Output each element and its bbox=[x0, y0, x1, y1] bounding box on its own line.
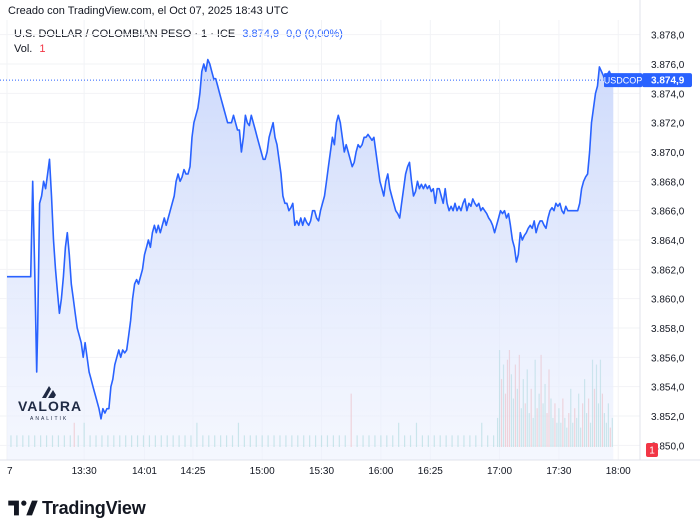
volume-tag: 1 bbox=[646, 443, 658, 457]
price-tick-label: 3.852,0 bbox=[651, 412, 685, 423]
price-change: 0,0 (0,00%) bbox=[286, 28, 343, 40]
symbol-tag: USDCOP bbox=[604, 73, 643, 88]
price-tick-label: 3.850,0 bbox=[651, 441, 685, 452]
price-line bbox=[7, 58, 615, 420]
price-tick-label: 3.872,0 bbox=[651, 119, 685, 130]
tradingview-logo-icon bbox=[8, 500, 38, 516]
time-tick-label: 14:01 bbox=[132, 466, 157, 477]
time-tick-label: 17:30 bbox=[546, 466, 571, 477]
created-caption: Creado con TradingView.com, el Oct 07, 2… bbox=[8, 5, 289, 17]
valora-sub: ANALITIK bbox=[30, 416, 69, 422]
price-tick-label: 3.870,0 bbox=[651, 148, 685, 159]
price-tick-label: 3.878,0 bbox=[651, 31, 685, 42]
valora-watermark: VALORA ANALITIK bbox=[14, 386, 81, 432]
symbol-header: U.S. DOLLAR / COLOMBIAN PESO · 1 · ICE 3… bbox=[14, 28, 343, 40]
price-tick-label: 3.866,0 bbox=[651, 207, 685, 218]
volume-label: Vol. bbox=[14, 43, 33, 55]
tradingview-logo[interactable]: TradingView bbox=[8, 497, 146, 519]
price-tick-label: 3.854,0 bbox=[651, 383, 685, 394]
price-tick-label: 3.876,0 bbox=[651, 60, 685, 71]
time-tick-label: 15:30 bbox=[309, 466, 334, 477]
time-tick-label: 13:30 bbox=[72, 466, 97, 477]
valora-mark-icon bbox=[42, 386, 56, 398]
price-tick-label: 3.858,0 bbox=[651, 324, 685, 335]
price-axis[interactable]: 3.850,0 3.852,0 3.854,0 3.856,0 3.858,0 3.860… bbox=[651, 31, 685, 453]
price-tick-label: 3.862,0 bbox=[651, 265, 685, 276]
price-tick-label: 3.874,0 bbox=[651, 89, 685, 100]
volume-header: Vol. 1 bbox=[14, 43, 46, 55]
valora-name: VALORA bbox=[18, 398, 83, 414]
time-tick-label: 17:00 bbox=[487, 466, 512, 477]
time-tick-label: 15:00 bbox=[250, 466, 275, 477]
time-tick-label: 18:00 bbox=[606, 466, 631, 477]
price-tick-label: 3.868,0 bbox=[651, 177, 685, 188]
price-tick-label: 3.860,0 bbox=[651, 295, 685, 306]
last-price-tag-label: 3.874,9 bbox=[651, 76, 685, 87]
last-price-tag: 3.874,9 bbox=[642, 73, 692, 88]
time-tick-label: 16:00 bbox=[368, 466, 393, 477]
symbol-label: U.S. DOLLAR / COLOMBIAN PESO · 1 · ICE bbox=[14, 28, 236, 40]
volume-tag-label: 1 bbox=[649, 446, 655, 457]
price-tick-label: 3.856,0 bbox=[651, 353, 685, 364]
symbol-tag-label: USDCOP bbox=[604, 76, 643, 86]
time-tick-label: 16:25 bbox=[418, 466, 443, 477]
last-price: 3.874,9 bbox=[242, 28, 280, 40]
tradingview-wordmark: TradingView bbox=[42, 497, 146, 518]
time-axis[interactable]: 7 13:30 14:01 14:25 15:00 15:30 16:00 16:25 17:0… bbox=[7, 466, 631, 477]
volume-value: 1 bbox=[39, 43, 46, 55]
time-tick-label: 14:25 bbox=[180, 466, 205, 477]
price-tick-label: 3.864,0 bbox=[651, 236, 685, 247]
price-area bbox=[7, 59, 614, 460]
time-tick-label: 7 bbox=[7, 466, 13, 477]
